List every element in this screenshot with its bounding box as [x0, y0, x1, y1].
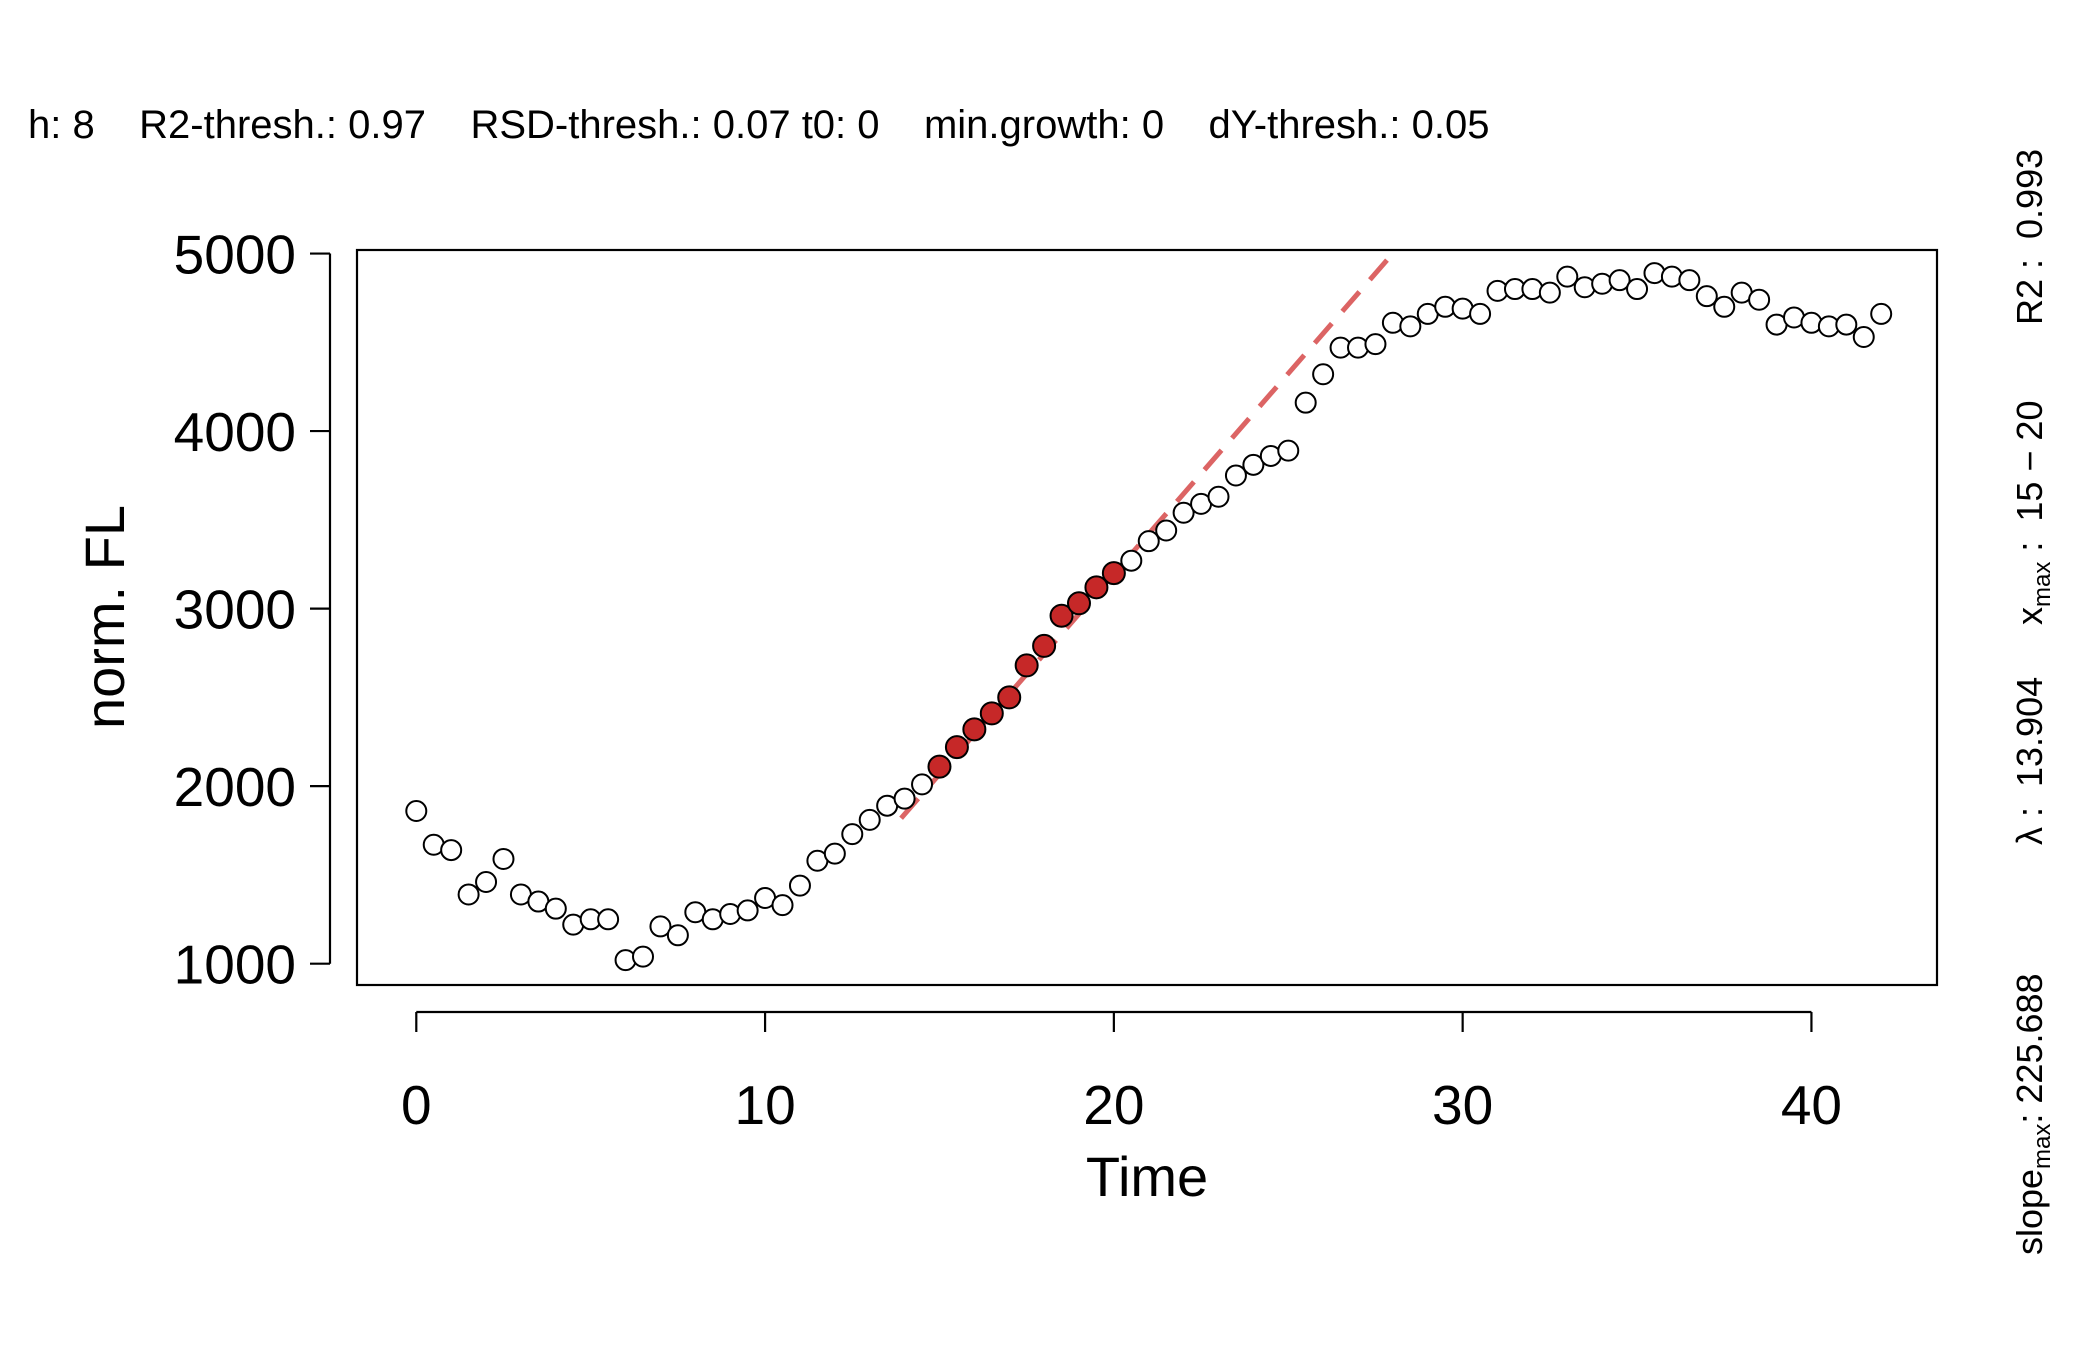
fit-data-point — [979, 701, 1004, 726]
data-point — [893, 787, 916, 810]
data-point — [1469, 302, 1492, 325]
data-point — [788, 874, 811, 897]
fit-data-point — [1084, 575, 1109, 600]
fit-data-point — [1066, 591, 1091, 616]
data-point — [1748, 288, 1771, 311]
data-point — [1608, 269, 1631, 292]
data-point — [1294, 391, 1317, 414]
slope-label: slope — [2009, 1169, 2050, 1255]
y-tick-label: 2000 — [174, 756, 296, 818]
fit-data-point — [1049, 603, 1074, 628]
y-axis-title: norm. FL — [73, 505, 136, 729]
data-point — [632, 945, 655, 968]
parameters-header: h: 8 R2-thresh.: 0.97 RSD-thresh.: 0.07 … — [28, 103, 1489, 147]
xmax-subscript: max — [2029, 562, 2056, 607]
data-point — [1835, 313, 1858, 336]
data-point — [1695, 285, 1718, 308]
data-point — [1137, 530, 1160, 553]
lambda-value: λ : 13.904 — [2009, 677, 2050, 845]
data-point — [736, 899, 759, 922]
y-tick-label: 4000 — [174, 401, 296, 463]
data-point — [457, 883, 480, 906]
svg-text:xmax : 15 − 20: xmax : 15 − 20 — [2009, 401, 2056, 625]
data-point — [475, 871, 498, 894]
axes: 0 10 20 30 40 1000 2000 3000 4000 5000 — [174, 224, 1842, 1136]
data-point — [1277, 439, 1300, 462]
data-point — [823, 842, 846, 865]
y-tick-label: 1000 — [174, 934, 296, 996]
data-point — [405, 800, 428, 823]
r2-value: R2 : 0.993 — [2009, 149, 2050, 325]
x-tick-label: 0 — [401, 1074, 432, 1136]
data-point — [1538, 281, 1561, 304]
y-tick-label: 3000 — [174, 579, 296, 641]
data-point — [666, 924, 689, 947]
data-point — [1364, 333, 1387, 356]
plot-frame — [355, 248, 1939, 987]
data-point — [1678, 269, 1701, 292]
fit-data-point — [944, 735, 969, 760]
slope-value: : 225.688 — [2009, 973, 2050, 1123]
x-tick-label: 30 — [1432, 1074, 1493, 1136]
data-point — [597, 908, 620, 931]
data-point — [911, 773, 934, 796]
data-point — [1626, 278, 1649, 301]
fit-data-point — [962, 717, 987, 742]
data-point — [858, 808, 881, 831]
x-axis-title: Time — [1086, 1145, 1208, 1208]
x-tick-label: 20 — [1083, 1074, 1144, 1136]
data-point — [1155, 519, 1178, 542]
xmax-value: : 15 − 20 — [2009, 401, 2050, 562]
x-tick-label: 10 — [734, 1074, 795, 1136]
data-point — [492, 847, 515, 870]
data-point — [771, 894, 794, 917]
fit-data-point — [927, 754, 952, 779]
fit-data-point — [997, 685, 1022, 710]
data-point — [1172, 501, 1195, 524]
data-point — [1399, 315, 1422, 338]
data-point — [440, 839, 463, 862]
data-point — [1556, 265, 1579, 288]
xmax-label: x — [2009, 607, 2050, 625]
side-info: slopemax: 225.688 λ : 13.904 xmax : 15 −… — [2009, 149, 2056, 1255]
data-point — [1870, 302, 1893, 325]
data-point — [1713, 295, 1736, 318]
fit-data-point — [1101, 561, 1126, 586]
fit-data-point — [1032, 633, 1057, 658]
data-point — [1852, 325, 1875, 348]
x-tick-label: 40 — [1781, 1074, 1842, 1136]
points-layer — [405, 262, 1893, 972]
data-point — [649, 915, 672, 938]
data-point — [1207, 485, 1230, 508]
svg-text:slopemax: 225.688: slopemax: 225.688 — [2009, 973, 2056, 1255]
data-point — [1224, 464, 1247, 487]
slope-subscript: max — [2029, 1124, 2056, 1169]
y-tick-label: 5000 — [174, 224, 296, 286]
data-point — [841, 823, 864, 846]
data-point — [1242, 453, 1265, 476]
data-point — [1312, 363, 1335, 386]
fit-data-point — [1014, 653, 1039, 678]
data-point — [544, 897, 567, 920]
data-point — [1120, 549, 1143, 572]
